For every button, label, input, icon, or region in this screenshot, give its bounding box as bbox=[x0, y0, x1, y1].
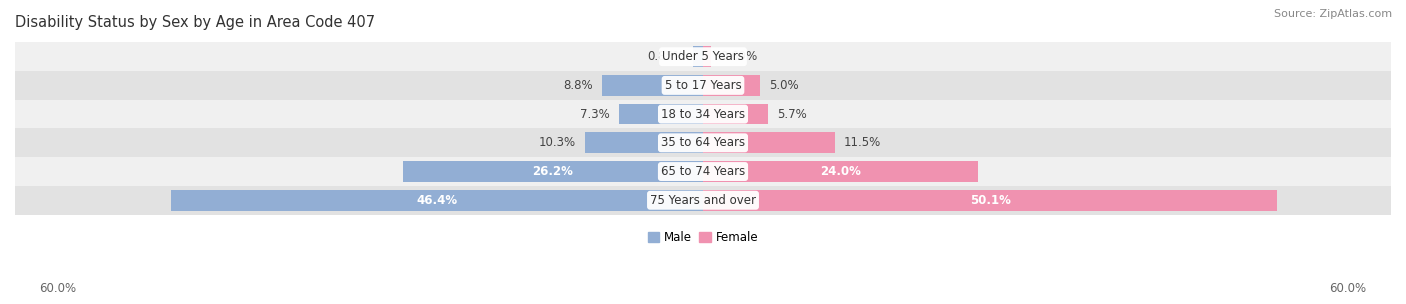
Text: 5 to 17 Years: 5 to 17 Years bbox=[665, 79, 741, 92]
Text: 7.3%: 7.3% bbox=[581, 108, 610, 121]
Text: 75 Years and over: 75 Years and over bbox=[650, 194, 756, 207]
Text: 24.0%: 24.0% bbox=[820, 165, 860, 178]
Text: Under 5 Years: Under 5 Years bbox=[662, 50, 744, 63]
Text: 26.2%: 26.2% bbox=[533, 165, 574, 178]
Bar bbox=[15, 71, 1391, 100]
Text: 8.8%: 8.8% bbox=[564, 79, 593, 92]
Bar bbox=[15, 100, 1391, 129]
Bar bbox=[15, 42, 1391, 71]
Bar bbox=[703, 46, 711, 67]
Bar bbox=[402, 161, 703, 182]
Text: 0.85%: 0.85% bbox=[647, 50, 685, 63]
Bar bbox=[703, 190, 1278, 211]
Bar bbox=[693, 46, 703, 67]
Bar bbox=[172, 190, 703, 211]
Text: 46.4%: 46.4% bbox=[416, 194, 457, 207]
Text: 60.0%: 60.0% bbox=[1330, 282, 1367, 295]
Bar bbox=[15, 129, 1391, 157]
Text: 10.3%: 10.3% bbox=[538, 136, 575, 149]
Text: Disability Status by Sex by Age in Area Code 407: Disability Status by Sex by Age in Area … bbox=[15, 15, 375, 30]
Text: 11.5%: 11.5% bbox=[844, 136, 882, 149]
Bar bbox=[602, 75, 703, 96]
Text: 50.1%: 50.1% bbox=[970, 194, 1011, 207]
Bar bbox=[585, 133, 703, 153]
Bar bbox=[619, 104, 703, 124]
Text: 60.0%: 60.0% bbox=[39, 282, 76, 295]
Legend: Male, Female: Male, Female bbox=[643, 226, 763, 249]
Text: 0.69%: 0.69% bbox=[720, 50, 758, 63]
Text: 35 to 64 Years: 35 to 64 Years bbox=[661, 136, 745, 149]
Bar bbox=[703, 133, 835, 153]
Text: 65 to 74 Years: 65 to 74 Years bbox=[661, 165, 745, 178]
Bar bbox=[15, 157, 1391, 186]
Text: Source: ZipAtlas.com: Source: ZipAtlas.com bbox=[1274, 9, 1392, 19]
Text: 5.0%: 5.0% bbox=[769, 79, 799, 92]
Bar bbox=[703, 75, 761, 96]
Bar bbox=[703, 104, 768, 124]
Bar bbox=[703, 161, 979, 182]
Text: 18 to 34 Years: 18 to 34 Years bbox=[661, 108, 745, 121]
Text: 5.7%: 5.7% bbox=[778, 108, 807, 121]
Bar bbox=[15, 186, 1391, 215]
